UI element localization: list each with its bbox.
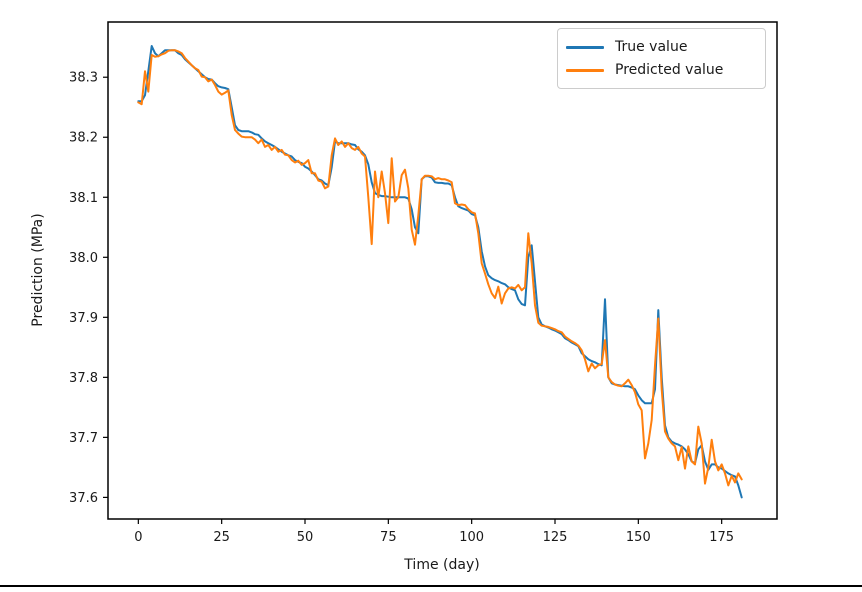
y-tick-label: 37.8 [69,371,98,386]
y-tick-label: 38.1 [69,191,98,206]
window-bottom-border [0,585,862,587]
y-tick-label: 38.2 [69,131,98,146]
x-tick-label: 75 [380,530,397,545]
plot-frame [107,21,778,520]
x-axis-label: Time (day) [404,557,480,573]
legend-label-true-value: True value [615,39,688,55]
y-axis-label: Prediction (MPa) [30,213,46,327]
x-tick-label: 175 [709,530,734,545]
y-tick-label: 37.7 [69,431,98,446]
x-tick-label: 50 [297,530,314,545]
legend-label-predicted-value: Predicted value [615,62,724,78]
predicted-value-line-sample [566,68,604,72]
predicted-value-line [137,49,743,487]
y-tick-label: 38.0 [69,251,98,266]
x-tick-label: 125 [543,530,568,545]
legend-entry-predicted-value: Predicted value [566,62,757,78]
legend: True value Predicted value [557,28,766,89]
true-value-line [137,45,743,499]
x-tick-label: 0 [134,530,142,545]
y-tick-label: 38.3 [69,71,98,86]
y-tick-label: 37.6 [69,491,98,506]
true-value-line-sample [566,45,604,49]
x-tick-label: 25 [213,530,230,545]
x-tick-label: 100 [459,530,484,545]
legend-entry-true-value: True value [566,39,757,55]
x-tick-label: 150 [626,530,651,545]
y-tick-label: 37.9 [69,311,98,326]
